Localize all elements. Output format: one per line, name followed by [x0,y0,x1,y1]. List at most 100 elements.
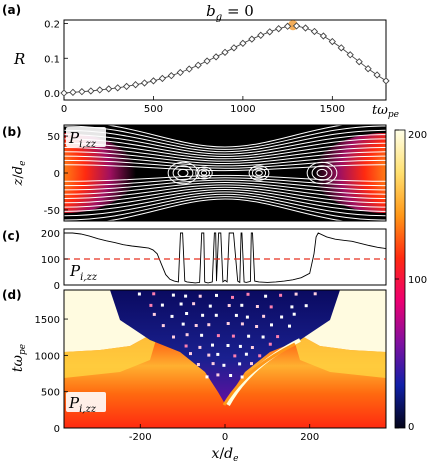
island-dot [294,292,298,296]
data-point [239,39,247,47]
data-point [346,51,354,59]
pressure-line [64,232,387,284]
panel-d-ticks: -200 0 200 0 500 1000 1500 [35,315,320,443]
island-dot [250,346,254,349]
island-dot [258,354,262,358]
field-line [64,125,386,150]
island-dot [161,324,165,328]
island-dot [231,334,235,338]
y-tick-label: 50 [47,132,60,143]
island-dot [264,294,268,298]
data-point [283,22,292,30]
island-dot [185,333,189,337]
magnetic-island [306,161,338,185]
panel-a-series [60,20,390,97]
field-line [64,147,386,162]
field-line [64,181,386,195]
magnetic-island [177,168,189,178]
island-dot [216,373,220,377]
left-yellow-band [64,326,160,378]
island-dot [231,295,234,299]
field-line [64,129,386,153]
data-point [114,84,122,92]
island-dot [207,323,211,327]
island-dot [160,303,164,307]
island-dot [244,352,248,356]
data-point [87,87,95,95]
field-line [64,196,386,221]
island-dot [288,324,291,328]
island-dot [152,292,156,296]
field-line [64,151,386,165]
field-line [64,159,386,169]
data-point [69,88,77,96]
island-dot [216,334,220,338]
data-point [221,48,229,56]
island-dot [211,362,215,366]
field-line [64,191,386,212]
panel-c-ticks: 200 100 0 [41,229,68,292]
magnetic-island [167,161,199,185]
colorbar-tick-label: 0 [408,422,414,433]
panel-b-ticks: 50 0 -50 [44,132,68,217]
field-line [64,138,386,157]
island-dot [238,344,242,348]
panel-label-d: (d) [2,288,22,302]
panel-b-plot [64,125,386,221]
field-line [103,125,347,148]
island-dots [137,292,317,379]
island-dot [238,362,242,366]
island-dot [201,313,205,317]
island-dot [198,345,202,349]
island-dot [179,302,183,306]
island-dot [313,292,317,296]
data-point [292,22,301,30]
panel-a-title: bg = 0 [206,2,254,23]
data-point [158,74,167,83]
data-point [301,24,310,32]
colorbar-tick-label: 200 [408,130,427,141]
data-point [185,65,193,73]
island-dot [269,305,273,309]
data-point [176,68,184,77]
panel-d-plot [64,290,386,428]
data-point [212,53,220,61]
island-dot [250,362,253,366]
magnetic-island [251,167,267,179]
island-dot [227,304,231,307]
island-dot [171,293,175,297]
y-tick-label: 200 [41,229,60,240]
island-dot [198,294,202,298]
data-point [364,65,372,73]
data-point [310,27,319,36]
panel-d-label-box [66,392,106,412]
series-line [63,25,387,94]
island-dot [172,335,175,339]
island-dot [215,293,218,297]
island-dot [226,322,230,325]
magnetic-island [255,170,263,176]
data-point [382,77,390,85]
panel-b-label: Pi,zz [68,129,97,150]
island-dot [184,294,188,298]
island-dot [255,305,259,308]
field-line [103,198,347,221]
island-dot [234,313,238,317]
island-dot [247,334,251,338]
y-tick-label: 1000 [35,351,60,362]
island-dot [214,313,218,317]
island-dot [200,333,204,337]
panel-c-label: Pi,zz [69,262,98,283]
magnetic-island [200,170,208,176]
island-dot [152,312,156,316]
ejected-island-streak-edge [222,342,296,406]
y-tick-label: 500 [41,388,60,399]
island-dot [240,375,244,379]
panel-label-c: (c) [2,229,20,243]
data-point [203,57,211,65]
data-point [373,71,381,79]
colorbar-tick-label: 100 [408,275,427,286]
island-dot [149,303,153,307]
magnetic-island [198,168,210,178]
y-tick-label: 0.2 [44,19,60,30]
